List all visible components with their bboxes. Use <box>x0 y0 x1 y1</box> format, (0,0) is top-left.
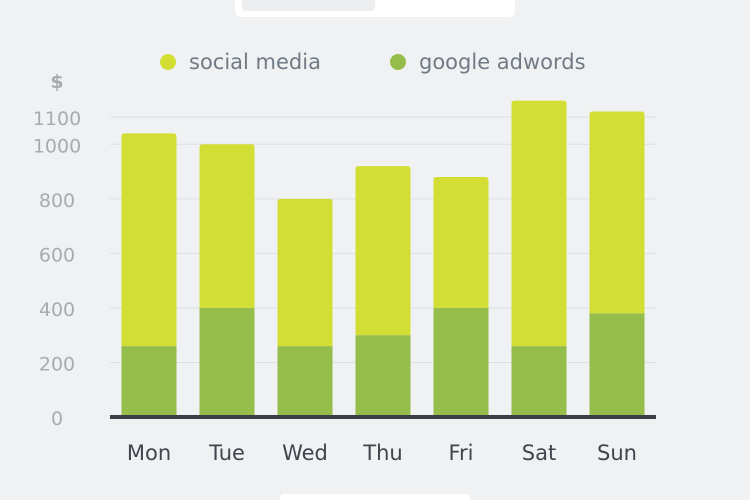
bar-social-media-tue <box>199 144 255 308</box>
y-tick-label: 800 <box>39 190 75 212</box>
legend: social media google adwords <box>160 50 586 74</box>
y-axis-tick-labels: 0 200 400 600 800 1000 1100 <box>33 108 81 430</box>
bar-google-adwords-sun <box>589 313 645 417</box>
bar-google-adwords-fri <box>433 307 489 417</box>
bar-social-media-wed <box>277 198 333 347</box>
x-tick-label: Sun <box>597 441 637 465</box>
y-tick-label: 0 <box>51 408 63 430</box>
x-tick-label: Sat <box>522 441 556 465</box>
bar-social-media-sun <box>589 111 645 314</box>
y-tick-label: 600 <box>39 244 75 266</box>
y-tick-label: 1100 <box>33 108 81 130</box>
bars <box>121 100 645 417</box>
x-tick-label: Wed <box>282 441 328 465</box>
y-axis-label: $ <box>50 71 63 93</box>
x-axis-tick-labels: Mon Tue Wed Thu Fri Sat Sun <box>127 441 637 465</box>
x-tick-label: Thu <box>362 441 402 465</box>
top-tab-strip <box>235 0 515 17</box>
legend-label-google-adwords: google adwords <box>419 50 586 74</box>
y-tick-label: 1000 <box>33 135 81 157</box>
bar-social-media-sat <box>511 100 567 347</box>
bar-google-adwords-sat <box>511 346 567 417</box>
x-tick-label: Mon <box>127 441 171 465</box>
y-tick-label: 200 <box>39 353 75 375</box>
bar-google-adwords-wed <box>277 346 333 417</box>
x-tick-label: Tue <box>208 441 245 465</box>
bar-google-adwords-thu <box>355 335 411 417</box>
legend-label-social-media: social media <box>189 50 321 74</box>
legend-marker-social-media <box>160 54 176 70</box>
legend-marker-google-adwords <box>390 54 406 70</box>
bar-google-adwords-mon <box>121 346 177 417</box>
bar-social-media-fri <box>433 177 489 308</box>
y-tick-label: 400 <box>39 299 75 321</box>
bar-social-media-mon <box>121 133 177 347</box>
bar-google-adwords-tue <box>199 307 255 417</box>
bar-social-media-thu <box>355 166 411 336</box>
top-tab-active <box>242 0 375 11</box>
bottom-handle <box>280 494 470 500</box>
x-tick-label: Fri <box>448 441 473 465</box>
